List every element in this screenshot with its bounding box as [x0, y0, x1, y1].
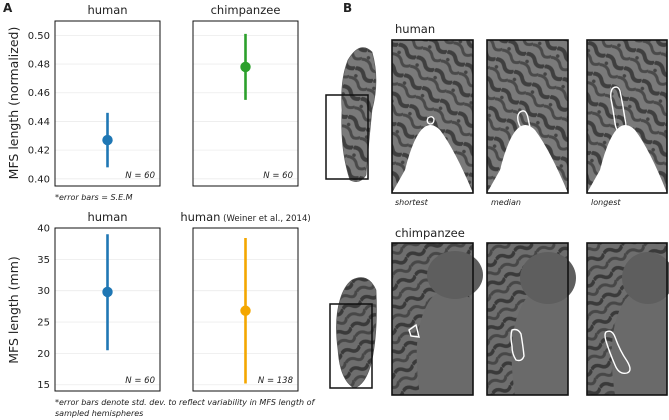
n-label: N = 138 — [258, 376, 294, 386]
n-label: N = 60 — [263, 171, 293, 181]
brain-panel: human chimpanzee shortest median longest — [325, 22, 669, 396]
chimp-zoom-longest — [586, 242, 669, 396]
note-sem: *error bars = S.E.M — [55, 193, 133, 202]
y-tick-label: 25 — [37, 318, 50, 329]
y-tick-label: 0.50 — [28, 31, 50, 42]
chimp-zoom-median — [486, 242, 576, 396]
chart-human-weiner-mm: human (Weiner et al., 2014) N = 138 — [180, 210, 311, 392]
brain-human-label: human — [395, 22, 435, 36]
brain-chimp-label: chimpanzee — [395, 226, 465, 240]
n-label: N = 60 — [125, 376, 155, 386]
chimp-whole-brain — [336, 277, 377, 389]
chart-human-normalized: 0.40 0.42 0.44 0.46 0.48 0.50 MFS length (norm… — [6, 3, 161, 187]
caption-longest: longest — [591, 198, 621, 207]
note-std-line2: sampled hemispheres — [55, 409, 143, 418]
chart-title: human — [87, 210, 127, 224]
human-whole-brain — [341, 47, 377, 182]
y-tick-label: 15 — [37, 380, 50, 391]
mean-point — [240, 305, 251, 316]
chart-title: human (Weiner et al., 2014) — [180, 210, 310, 224]
chart-title: chimpanzee — [211, 3, 281, 17]
caption-median: median — [491, 198, 521, 207]
y-tick-label: 35 — [37, 255, 50, 266]
human-zoom-median — [486, 39, 569, 194]
human-zoom-shortest — [391, 39, 474, 194]
y-tick-label: 40 — [37, 224, 50, 235]
chimp-zoom-box — [329, 303, 373, 389]
y-tick-label: 30 — [37, 286, 50, 297]
y-tick-label: 0.42 — [28, 146, 50, 157]
y-axis-label: MFS length (mm) — [6, 256, 21, 364]
panel-label-b: B — [343, 1, 352, 15]
chart-chimpanzee-normalized: chimpanzee N = 60 — [192, 3, 299, 187]
y-tick-label: 0.46 — [28, 88, 50, 99]
mean-point — [240, 61, 251, 73]
plot-frame — [192, 20, 299, 187]
chart-title: human — [87, 3, 127, 17]
plot-frame — [54, 20, 161, 187]
y-tick-label: 0.40 — [28, 174, 50, 185]
mean-point — [102, 134, 113, 146]
y-axis-label: MFS length (normalized) — [6, 27, 21, 180]
y-tick-label: 0.48 — [28, 60, 50, 71]
human-zoom-box — [325, 94, 369, 180]
y-tick-label: 0.44 — [28, 117, 50, 128]
n-label: N = 60 — [125, 171, 155, 181]
plot-frame — [192, 227, 299, 392]
y-tick-label: 20 — [37, 349, 50, 360]
caption-shortest: shortest — [395, 198, 429, 207]
human-zoom-longest — [586, 39, 668, 194]
chart-human-mm: 15 20 25 30 35 40 MFS length (mm) human N = 60 — [6, 210, 161, 392]
mean-point — [102, 286, 113, 298]
plot-frame — [54, 227, 161, 392]
note-std-line1: *error bars denote std. dev. to reflect … — [55, 398, 315, 407]
panel-label-a: A — [3, 1, 13, 15]
chimp-zoom-shortest — [391, 242, 483, 396]
